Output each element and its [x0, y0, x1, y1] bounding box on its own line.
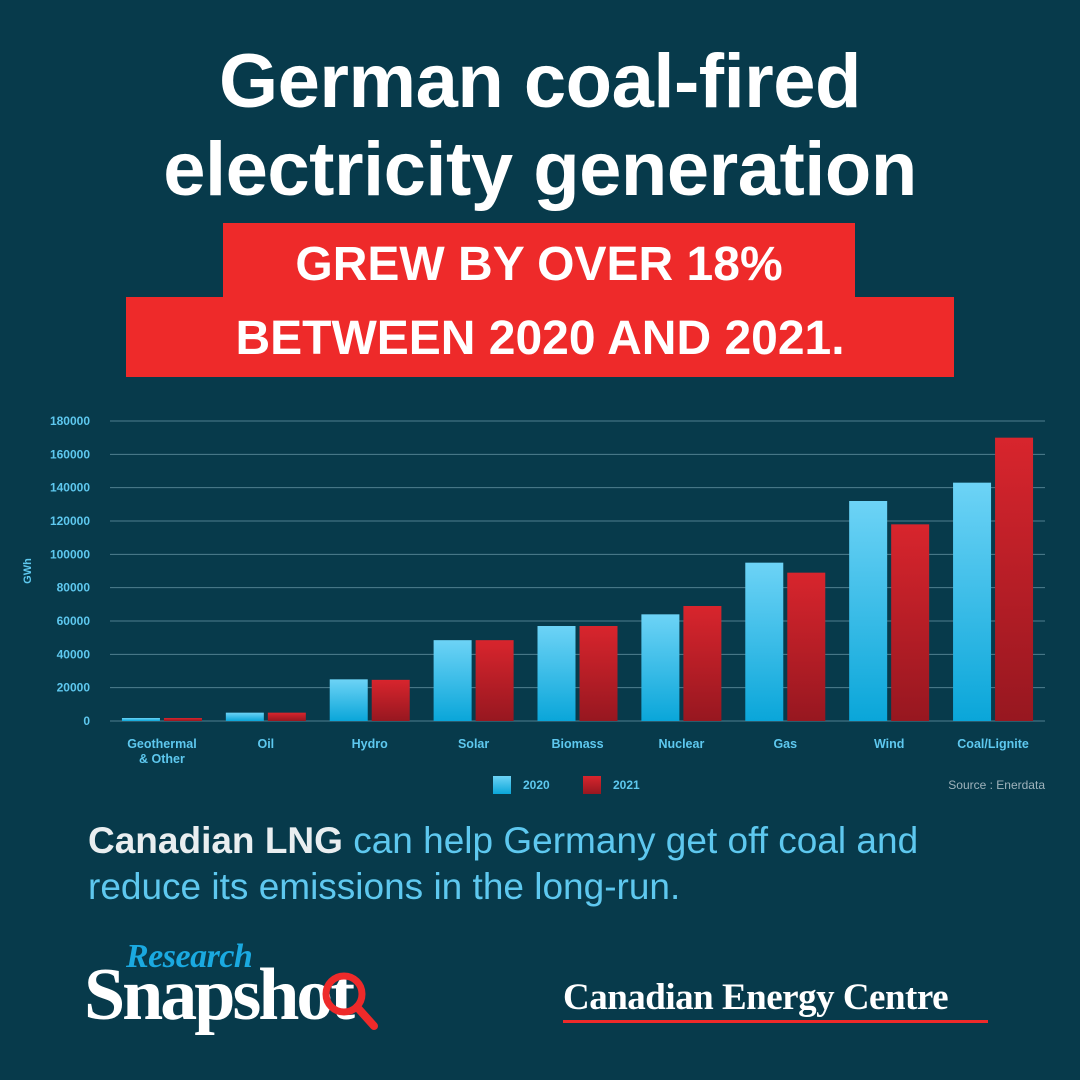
x-category-label-line: Wind: [874, 737, 904, 751]
magnifier-icon: [322, 972, 378, 1030]
headline-line-2: electricity generation: [163, 127, 917, 212]
bar-2021-6: [787, 572, 826, 721]
bar-2020-1: [225, 712, 264, 721]
bar-2021-8: [995, 437, 1034, 721]
x-category-label: Biomass: [551, 737, 603, 751]
x-category-label-line: Gas: [773, 737, 797, 751]
headline: German coal-fired electricity generation: [0, 38, 1080, 214]
y-tick-label: 20000: [57, 681, 91, 695]
y-tick-label: 40000: [57, 647, 91, 661]
bar-chart: 0 20000 40000 60000 80000 100000 120000 140000 1…: [22, 414, 1045, 794]
bar-2021-4: [579, 626, 618, 721]
x-category-label: Gas: [773, 737, 797, 751]
legend-label-2021: 2021: [613, 778, 640, 792]
bar-2020-7: [849, 501, 888, 721]
banner-line-2: BETWEEN 2020 AND 2021.: [126, 297, 954, 377]
y-tick-label: 180000: [50, 414, 90, 428]
bar-2020-0: [121, 718, 160, 721]
bar-2020-2: [329, 679, 368, 721]
x-category-label: Coal/Lignite: [957, 737, 1029, 751]
legend-swatch-2020: [493, 776, 511, 794]
x-category-label-line: Nuclear: [658, 737, 704, 751]
canadian-energy-centre-logo: Canadian Energy Centre: [563, 977, 949, 1018]
y-tick-label: 80000: [57, 581, 91, 595]
bar-2020-5: [641, 614, 680, 721]
x-category-label-line: Hydro: [352, 737, 388, 751]
x-category-label: Wind: [874, 737, 904, 751]
bar-2021-7: [891, 524, 930, 721]
y-tick-label: 160000: [50, 447, 90, 461]
bar-2021-1: [267, 712, 306, 721]
x-category-label: Oil: [257, 737, 274, 751]
source-note: Source : Enerdata: [948, 778, 1045, 792]
x-category-label-line: & Other: [139, 752, 185, 766]
bar-2021-2: [371, 679, 410, 721]
y-tick-label: 120000: [50, 514, 90, 528]
bar-2021-3: [475, 640, 514, 721]
tagline-strong: Canadian LNG: [88, 820, 343, 861]
bar-2020-8: [953, 482, 992, 721]
bar-2020-4: [537, 626, 576, 721]
legend-swatch-2021: [583, 776, 601, 794]
bar-2021-5: [683, 606, 722, 721]
y-tick-label: 100000: [50, 547, 90, 561]
y-tick-label: 60000: [57, 614, 91, 628]
banner-line-1: GREW BY OVER 18%: [223, 223, 855, 303]
x-category-label-line: Biomass: [551, 737, 603, 751]
bar-2020-3: [433, 640, 472, 721]
x-category-label-line: Coal/Lignite: [957, 737, 1029, 751]
y-axis-label: GWh: [22, 558, 34, 584]
x-category-label-line: Oil: [257, 737, 274, 751]
tagline: Canadian LNG can help Germany get off co…: [88, 818, 1028, 910]
bar-2020-6: [745, 562, 784, 721]
headline-line-1: German coal-fired: [219, 39, 861, 124]
bar-2021-0: [163, 718, 202, 721]
research-logo-text: Research: [126, 938, 253, 975]
y-tick-label: 0: [83, 714, 90, 728]
logo-underline: [563, 1020, 988, 1023]
snapshot-logo-text: Snapshot: [84, 954, 355, 1036]
x-category-label-line: Geothermal: [127, 737, 196, 751]
tagline-rest: can help Germany get off coal and reduce…: [88, 820, 919, 907]
legend-label-2020: 2020: [523, 778, 550, 792]
y-tick-label: 140000: [50, 481, 90, 495]
x-category-label-line: Solar: [458, 737, 489, 751]
x-category-label: Hydro: [352, 737, 388, 751]
x-category-label: Geothermal & Other: [127, 737, 196, 766]
x-category-label: Nuclear: [658, 737, 704, 751]
x-category-label: Solar: [458, 737, 489, 751]
